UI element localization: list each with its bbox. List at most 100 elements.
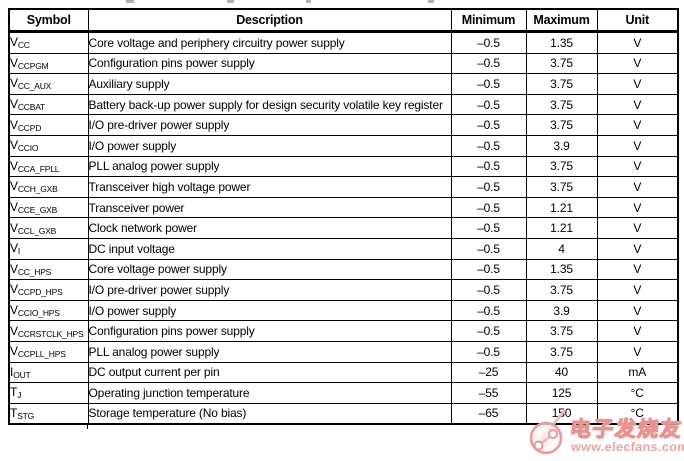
unit-cell: V bbox=[596, 217, 679, 239]
table-row: VCCPD I/O pre-driver power supply –0.5 3… bbox=[8, 114, 679, 136]
unit-cell: V bbox=[596, 93, 679, 116]
unit-cell: °C bbox=[596, 382, 679, 404]
symbol-subscript: CCIO_HPS bbox=[17, 308, 60, 319]
col-header-minimum: Minimum bbox=[450, 8, 527, 33]
maximum-cell: 1.21 bbox=[525, 196, 598, 219]
symbol-base: V bbox=[10, 282, 18, 297]
symbol-cell: VCCPGM bbox=[8, 52, 89, 75]
minimum-cell: –0.5 bbox=[450, 299, 527, 322]
table-row: VCCH_GXB Transceiver high voltage power … bbox=[8, 176, 679, 198]
table-row: VCCBAT Battery back-up power supply for … bbox=[8, 93, 679, 116]
minimum-cell: –0.5 bbox=[450, 217, 527, 239]
symbol-subscript: CC_AUX bbox=[17, 81, 52, 92]
symbol-base: V bbox=[10, 220, 18, 235]
symbol-cell: VCCBAT bbox=[8, 93, 89, 116]
table-row: VCCIO_HPS I/O power supply –0.5 3.9 V bbox=[8, 299, 679, 322]
maximum-cell: 125 bbox=[525, 382, 598, 404]
description-cell: Core voltage power supply bbox=[87, 258, 452, 281]
description-cell: PLL analog power supply bbox=[87, 155, 452, 178]
table-row: VCC_HPS Core voltage power supply –0.5 1… bbox=[8, 258, 679, 281]
absolute-maximum-ratings-table: Symbol Description Minimum Maximum Unit … bbox=[8, 8, 679, 426]
symbol-base: V bbox=[10, 97, 18, 112]
symbol-base: T bbox=[10, 405, 18, 420]
symbol-cell: VCCA_FPLL bbox=[8, 155, 89, 178]
table-row: VCCPLL_HPS PLL analog power supply –0.5 … bbox=[8, 340, 679, 363]
symbol-cell: VCCRSTCLK_HPS bbox=[8, 320, 89, 342]
symbol-subscript: CCPGM bbox=[17, 60, 49, 71]
description-cell: I/O power supply bbox=[87, 134, 452, 157]
unit-cell: V bbox=[596, 340, 679, 363]
symbol-cell: VCC_AUX bbox=[8, 73, 89, 95]
table-row: VCCE_GXB Transceiver power –0.5 1.21 V bbox=[8, 196, 679, 219]
unit-cell: V bbox=[596, 73, 679, 95]
unit-cell: V bbox=[596, 31, 679, 54]
symbol-base: V bbox=[10, 344, 18, 359]
unit-cell: mA bbox=[596, 361, 679, 384]
unit-cell: V bbox=[596, 114, 679, 136]
table-row: VCCA_FPLL PLL analog power supply –0.5 3… bbox=[8, 155, 679, 178]
description-cell: DC output current per pin bbox=[87, 361, 452, 384]
description-cell: Configuration pins power supply bbox=[87, 320, 452, 342]
symbol-base: V bbox=[10, 303, 18, 318]
symbol-base: T bbox=[10, 385, 18, 400]
description-cell: DC input voltage bbox=[87, 237, 452, 260]
symbol-subscript: CCH_GXB bbox=[17, 184, 58, 195]
symbol-subscript: CCE_GXB bbox=[17, 205, 58, 216]
description-cell: PLL analog power supply bbox=[87, 340, 452, 363]
symbol-subscript: CCL_GXB bbox=[17, 225, 57, 236]
unit-cell: V bbox=[596, 299, 679, 322]
symbol-cell: VCCPD_HPS bbox=[8, 279, 89, 301]
table-row: IOUT DC output current per pin –25 40 mA bbox=[8, 361, 679, 384]
minimum-cell: –0.5 bbox=[450, 320, 527, 342]
symbol-subscript: CCBAT bbox=[17, 102, 46, 113]
minimum-cell: –65 bbox=[450, 402, 527, 425]
minimum-cell: –0.5 bbox=[450, 134, 527, 157]
symbol-cell: VCCPD bbox=[8, 114, 89, 136]
watermark-url: www.elecfans.com bbox=[570, 440, 684, 454]
unit-cell: V bbox=[596, 279, 679, 301]
maximum-cell: 3.75 bbox=[525, 320, 598, 342]
unit-cell: V bbox=[596, 52, 679, 75]
table-row: VCCPD_HPS I/O pre-driver power supply –0… bbox=[8, 279, 679, 301]
table-row: TJ Operating junction temperature –55 12… bbox=[8, 382, 679, 404]
clipped-text-remnant bbox=[227, 0, 234, 3]
minimum-cell: –0.5 bbox=[450, 93, 527, 116]
symbol-base: V bbox=[10, 158, 18, 173]
maximum-cell: 3.9 bbox=[525, 134, 598, 157]
minimum-cell: –0.5 bbox=[450, 196, 527, 219]
minimum-cell: –0.5 bbox=[450, 52, 527, 75]
table-border-stub bbox=[87, 423, 88, 429]
maximum-cell: 3.75 bbox=[525, 176, 598, 198]
col-header-symbol: Symbol bbox=[8, 8, 89, 33]
symbol-cell: TJ bbox=[8, 382, 89, 404]
symbol-subscript: STG bbox=[17, 410, 35, 421]
minimum-cell: –0.5 bbox=[450, 258, 527, 281]
table-row: VCC Core voltage and periphery circuitry… bbox=[8, 31, 679, 54]
symbol-base: I bbox=[10, 364, 14, 379]
symbol-subscript: CCIO bbox=[17, 143, 39, 154]
maximum-cell: 4 bbox=[525, 237, 598, 260]
minimum-cell: –0.5 bbox=[450, 176, 527, 198]
description-cell: Clock network power bbox=[87, 217, 452, 239]
clipped-text-remnant bbox=[126, 0, 134, 3]
maximum-cell: 1.35 bbox=[525, 258, 598, 281]
symbol-base: V bbox=[10, 138, 18, 153]
description-cell: Operating junction temperature bbox=[87, 382, 452, 404]
clipped-text-remnant bbox=[306, 0, 311, 3]
table-row: VCCL_GXB Clock network power –0.5 1.21 V bbox=[8, 217, 679, 239]
minimum-cell: –0.5 bbox=[450, 237, 527, 260]
minimum-cell: –0.5 bbox=[450, 73, 527, 95]
symbol-base: V bbox=[10, 323, 18, 338]
maximum-cell: 1.35 bbox=[525, 31, 598, 54]
symbol-base: V bbox=[10, 200, 18, 215]
symbol-subscript: CCA_FPLL bbox=[17, 163, 60, 174]
symbol-cell: IOUT bbox=[8, 361, 89, 384]
maximum-cell: 3.75 bbox=[525, 155, 598, 178]
description-cell: Transceiver power bbox=[87, 196, 452, 219]
symbol-cell: VCCIO bbox=[8, 134, 89, 157]
symbol-subscript: CCRSTCLK_HPS bbox=[17, 328, 84, 339]
table-body: VCC Core voltage and periphery circuitry… bbox=[8, 31, 679, 425]
minimum-cell: –25 bbox=[450, 361, 527, 384]
unit-cell: °C bbox=[596, 402, 679, 425]
minimum-cell: –0.5 bbox=[450, 279, 527, 301]
